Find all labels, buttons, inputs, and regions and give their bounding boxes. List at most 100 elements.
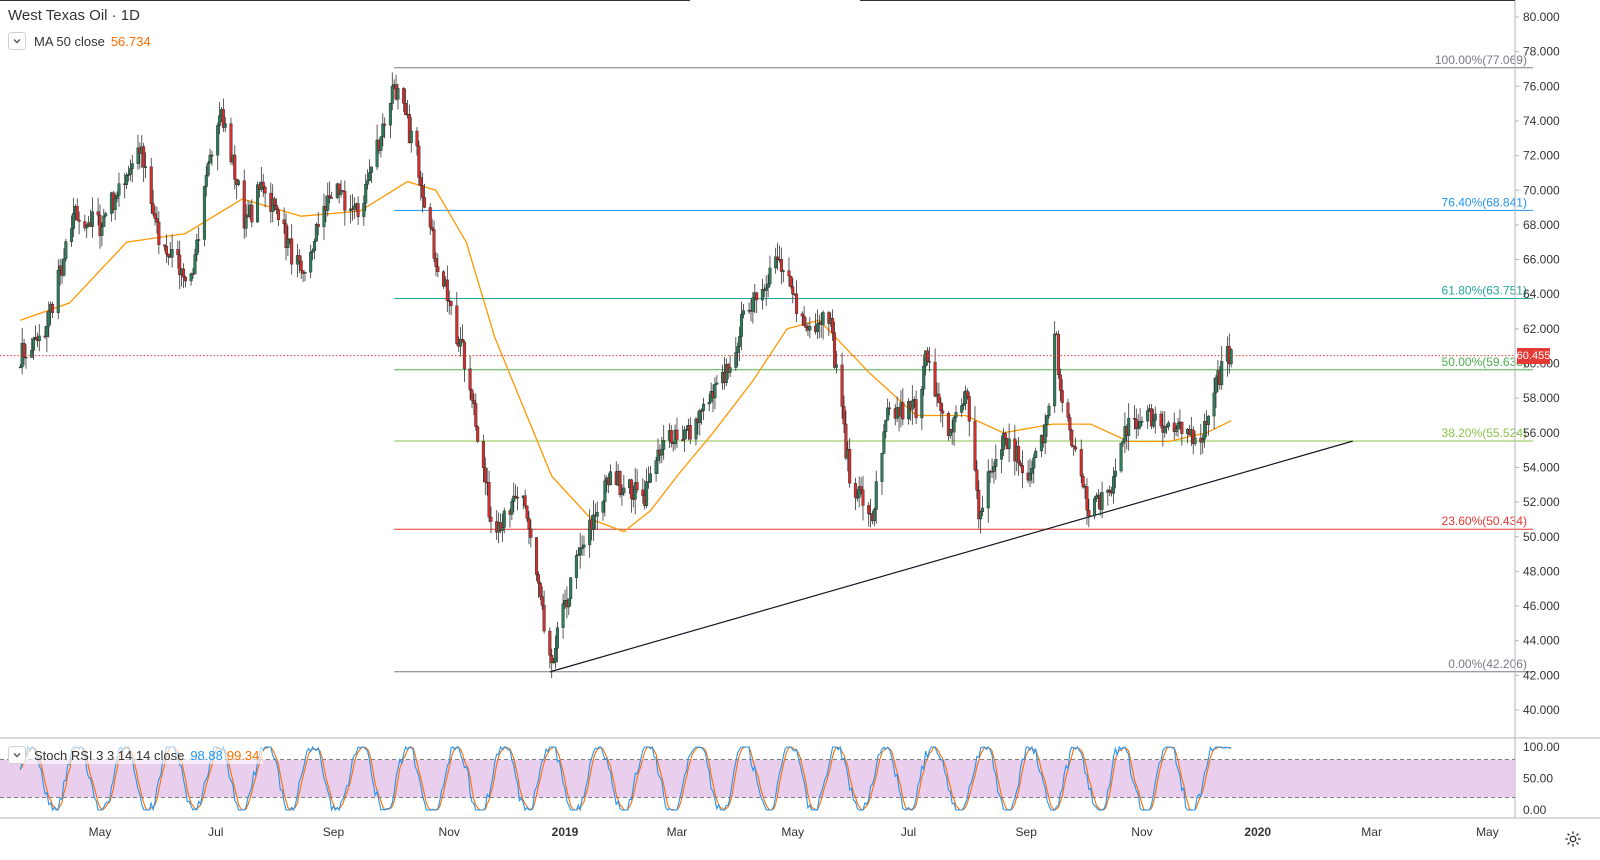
- candle-body: [681, 439, 685, 441]
- candle-body: [356, 203, 360, 217]
- candle-body: [1132, 418, 1136, 420]
- candle-body: [1127, 418, 1131, 436]
- candle-body: [62, 258, 66, 276]
- candle-body: [859, 486, 863, 491]
- candle-body: [396, 88, 400, 100]
- time-axis[interactable]: May Jul Sep Nov 2019 Mar May Jul Sep Nov 2020 Mar Ma…: [89, 825, 1499, 839]
- legend-collapse-button[interactable]: [8, 32, 26, 50]
- candle-body: [229, 123, 233, 163]
- candle-body: [1094, 495, 1098, 499]
- candle-body: [738, 336, 742, 347]
- candle-body: [952, 417, 956, 433]
- candle-body: [844, 423, 848, 459]
- candle-body: [309, 252, 313, 273]
- candle-body: [487, 482, 491, 518]
- candle-body: [113, 198, 117, 210]
- candle-body: [250, 204, 254, 223]
- candle-body: [90, 211, 94, 227]
- candle-body: [476, 426, 480, 442]
- candle-body: [886, 407, 890, 421]
- candle-body: [815, 323, 819, 333]
- candle-body: [468, 368, 472, 391]
- candle-body: [282, 219, 286, 225]
- candle-body: [1140, 420, 1144, 423]
- candle-body: [855, 497, 859, 499]
- candle-body: [311, 250, 315, 253]
- candle-body: [402, 88, 406, 104]
- candle-body: [802, 315, 806, 327]
- candle-body: [461, 338, 465, 343]
- candle-body: [1066, 402, 1070, 418]
- candle-body: [83, 221, 87, 229]
- candle-body: [1229, 349, 1233, 365]
- candle-body: [960, 405, 964, 413]
- candle-body: [434, 258, 438, 267]
- stoch-collapse-button[interactable]: [8, 746, 26, 764]
- candle-body: [24, 356, 28, 359]
- candle-body: [555, 627, 559, 649]
- price-tick-label: 64.000: [1523, 287, 1560, 301]
- time-tick-label: Mar: [667, 825, 688, 839]
- candle-body: [136, 147, 140, 164]
- candle-body: [939, 402, 943, 411]
- candle-body: [1068, 417, 1072, 431]
- ma-legend-label: MA 50 close: [34, 33, 105, 49]
- candle-body: [375, 139, 379, 168]
- candle-body: [432, 229, 436, 259]
- candle-body: [977, 490, 981, 520]
- candle-body: [1180, 421, 1184, 434]
- settings-button[interactable]: [1564, 830, 1582, 848]
- candle-body: [326, 195, 330, 211]
- candle-body: [922, 365, 926, 390]
- candle-body: [1138, 421, 1142, 428]
- candle-body: [322, 206, 326, 227]
- candle-body: [669, 430, 673, 443]
- candle-body: [237, 180, 241, 185]
- candle-body: [990, 471, 994, 473]
- candle-body: [774, 256, 778, 269]
- price-axis[interactable]: 80.000 78.000 76.000 74.000 72.000 70.000 68.0…: [0, 0, 1600, 819]
- candle-body: [552, 661, 556, 664]
- candle-body: [197, 239, 201, 241]
- candle-body: [221, 109, 225, 128]
- candle-body: [191, 273, 195, 275]
- price-tick-label: 66.000: [1523, 253, 1560, 267]
- candle-body: [1058, 374, 1062, 391]
- stoch-tick-label: 100.00: [1523, 740, 1560, 754]
- stoch-legend-label: Stoch RSI 3 3 14 14 close: [34, 747, 185, 763]
- candle-body: [609, 471, 613, 486]
- candle-body: [368, 172, 372, 181]
- candle-body: [927, 361, 931, 363]
- candle-body: [312, 241, 316, 252]
- candle-body: [645, 481, 649, 506]
- candle-body: [297, 255, 301, 262]
- candle-body: [144, 166, 148, 168]
- price-tick-label: 42.000: [1523, 668, 1560, 682]
- price-tick-label: 58.000: [1523, 391, 1560, 405]
- candle-body: [1113, 470, 1117, 477]
- candle-body: [1165, 426, 1169, 428]
- candle-body: [77, 219, 81, 222]
- time-tick-label: 2019: [552, 825, 579, 839]
- candle-body: [937, 393, 941, 403]
- candle-body: [561, 603, 565, 628]
- candle-body: [760, 289, 764, 301]
- candle-body: [954, 412, 958, 418]
- candle-body: [481, 441, 485, 468]
- candle-body: [808, 325, 812, 331]
- candle-body: [1214, 377, 1218, 394]
- candle-body: [622, 487, 626, 494]
- candle-body: [388, 103, 392, 126]
- candle-body: [1167, 422, 1171, 427]
- candle-body: [554, 648, 558, 663]
- candle-body: [314, 223, 318, 242]
- chevron-down-icon: [13, 753, 21, 758]
- candle-body: [1017, 446, 1021, 464]
- candle-body: [407, 113, 411, 144]
- candle-body: [715, 382, 719, 385]
- candle-body: [51, 303, 55, 313]
- candle-body: [1100, 492, 1104, 510]
- candle-body: [550, 654, 554, 663]
- candle-body: [126, 174, 130, 176]
